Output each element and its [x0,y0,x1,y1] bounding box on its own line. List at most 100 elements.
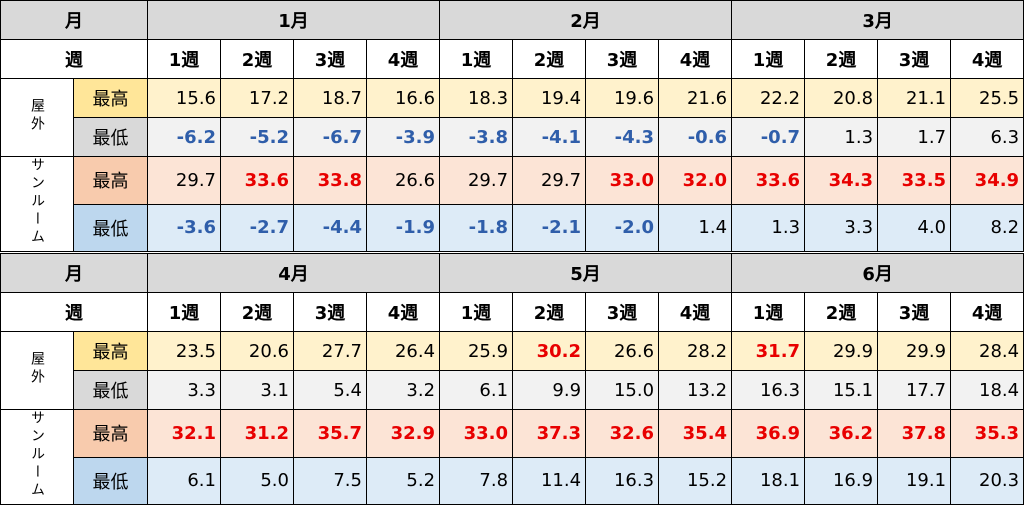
week-header: 4週 [658,39,733,79]
month-header-row: 月 1月 2月 3月 [0,0,1025,40]
value-cell: 29.9 [877,331,952,371]
value-cell: 33.0 [439,409,514,458]
week-header: 1週 [731,292,806,332]
month-header: 4月 [146,253,441,293]
value-cell: 20.3 [950,456,1025,505]
data-row: 最低 6.1 5.0 7.5 5.2 7.8 11.4 16.3 15.2 18.1 16.9 19.… [1,456,1025,505]
week-header: 2週 [804,39,879,79]
value-cell: 20.8 [804,78,879,118]
value-cell: 26.4 [365,331,441,371]
value-cell: 9.9 [512,370,587,410]
value-cell: 4.0 [877,203,952,252]
value-cell: 15.6 [147,78,221,118]
value-cell: 7.8 [439,456,514,505]
row-label: 最低 [73,117,148,157]
value-cell: -2.1 [512,203,587,252]
value-cell: 7.5 [293,456,367,505]
week-header-row: 週 1週 2週 3週 4週 1週 2週 3週 4週 1週 2週 3週 4週 [0,292,1025,332]
value-cell: 5.4 [293,370,367,410]
group-label-cell: サンルーム [0,156,74,252]
value-cell: 23.5 [147,331,221,371]
value-cell: 16.3 [731,370,806,410]
week-header: 1週 [439,39,514,79]
week-header: 3週 [293,39,367,79]
value-cell: 8.2 [950,203,1025,252]
week-header: 3週 [293,292,367,332]
value-cell: 19.4 [512,78,587,118]
value-cell: -4.4 [293,203,367,252]
value-cell: 33.6 [731,156,806,205]
value-cell: 33.5 [877,156,952,205]
value-cell: -2.7 [220,203,294,252]
data-row: 最低 -3.6 -2.7 -4.4 -1.9 -1.8 -2.1 -2.0 1.4 1.3 3.3 4… [1,203,1025,252]
value-cell: 35.4 [658,409,733,458]
value-cell: 1.7 [877,117,952,157]
value-cell: 28.2 [658,331,733,371]
value-cell: -4.3 [585,117,660,157]
week-header: 1週 [147,39,221,79]
value-cell: 29.7 [512,156,587,205]
value-cell: 1.3 [804,117,879,157]
group-label-cell: 屋外 [0,331,74,410]
month-header: 5月 [439,253,733,293]
week-header: 3週 [877,292,952,332]
value-cell: -3.9 [365,117,441,157]
value-cell: 17.7 [877,370,952,410]
value-cell: 17.2 [220,78,294,118]
value-cell: 6.1 [147,456,221,505]
value-cell: 13.2 [658,370,733,410]
value-cell: 29.7 [439,156,514,205]
row-label: 最低 [73,456,148,505]
week-header: 3週 [585,39,660,79]
row-label: 最高 [73,409,148,458]
corner-week: 週 [0,39,148,79]
value-cell: -4.1 [512,117,587,157]
value-cell: 28.4 [950,331,1025,371]
week-header: 1週 [439,292,514,332]
value-cell: 16.3 [585,456,660,505]
value-cell: 26.6 [365,156,441,205]
week-header-row: 週 1週 2週 3週 4週 1週 2週 3週 4週 1週 2週 3週 4週 [0,39,1025,79]
week-header: 4週 [365,39,441,79]
week-header: 2週 [804,292,879,332]
row-label: 最低 [73,370,148,410]
value-cell: 22.2 [731,78,806,118]
data-table: 月 1月 2月 3月週 1週 2週 3週 4週 1週 2週 3週 4週 1週 2週 3週 4週 屋外 最高 15.6… [0,0,1025,252]
value-cell: -6.7 [293,117,367,157]
week-header: 2週 [220,292,294,332]
value-cell: 1.4 [658,203,733,252]
value-cell: 20.6 [220,331,294,371]
week-header: 3週 [585,292,660,332]
value-cell: -1.8 [439,203,514,252]
value-cell: 33.0 [585,156,660,205]
value-cell: 37.3 [512,409,587,458]
week-header: 4週 [950,292,1025,332]
value-cell: 32.9 [365,409,441,458]
value-cell: 3.3 [147,370,221,410]
value-cell: 18.7 [293,78,367,118]
value-cell: 31.7 [731,331,806,371]
corner-month: 月 [0,253,148,293]
value-cell: 36.2 [804,409,879,458]
value-cell: 3.2 [365,370,441,410]
value-cell: 5.0 [220,456,294,505]
month-header: 2月 [439,0,733,40]
value-cell: 19.1 [877,456,952,505]
value-cell: -1.9 [365,203,441,252]
row-label: 最低 [73,203,148,252]
value-cell: 5.2 [365,456,441,505]
value-cell: 34.9 [950,156,1025,205]
value-cell: 19.6 [585,78,660,118]
value-cell: 25.9 [439,331,514,371]
value-cell: 30.2 [512,331,587,371]
value-cell: 29.9 [804,331,879,371]
week-header: 2週 [220,39,294,79]
value-cell: 32.0 [658,156,733,205]
data-row: 最低 3.3 3.1 5.4 3.2 6.1 9.9 15.0 13.2 16.3 15.1 17.7… [1,370,1025,410]
month-header: 1月 [146,0,441,40]
value-cell: 33.6 [220,156,294,205]
row-label: 最高 [73,156,148,205]
value-cell: -5.2 [220,117,294,157]
value-cell: 18.1 [731,456,806,505]
